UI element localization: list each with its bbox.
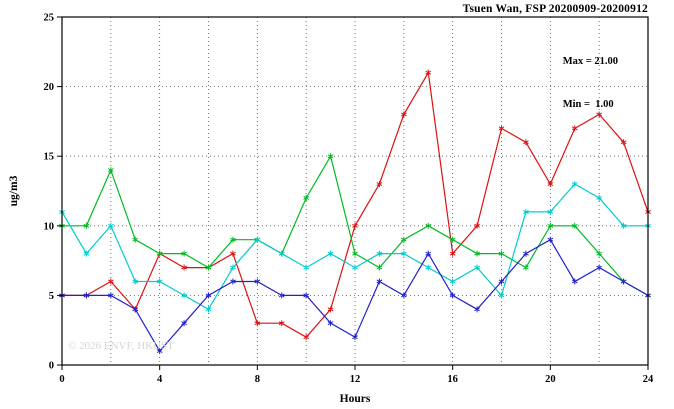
y-tick-label: 20 [44,82,55,93]
y-tick-label: 15 [44,152,55,163]
tick-labels: 0 4 8 12 16 20 24 0 5 10 15 20 25 [44,13,655,386]
gridlines [62,17,648,365]
chart-title: Tsuen Wan, FSP 20200909-20200912 [462,3,648,15]
x-tick-label: 8 [255,374,260,385]
x-tick-label: 20 [545,374,556,385]
axis-ticks [57,16,649,370]
x-tick-label: 24 [643,374,654,385]
stats-annotation: Max = 21.00 Min = 1.00 [563,27,618,140]
series-cyan [59,181,651,313]
y-axis-label: ug/m3 [8,175,20,207]
y-tick-label: 25 [44,13,55,24]
y-tick-label: 5 [49,291,54,302]
max-value-label: Max = 21.00 [562,56,618,68]
x-tick-label: 0 [59,374,64,385]
x-axis-label: Hours [339,393,371,405]
y-tick-label: 10 [44,221,55,232]
x-tick-label: 16 [447,374,458,385]
x-tick-label: 12 [350,374,361,385]
x-tick-label: 4 [157,374,163,385]
y-tick-label: 0 [49,361,54,372]
series-line-cyan [61,183,648,311]
watermark-text: © 2026 ENVF, HKUST [68,340,174,352]
min-value-label: Min = 1.00 [562,98,614,110]
